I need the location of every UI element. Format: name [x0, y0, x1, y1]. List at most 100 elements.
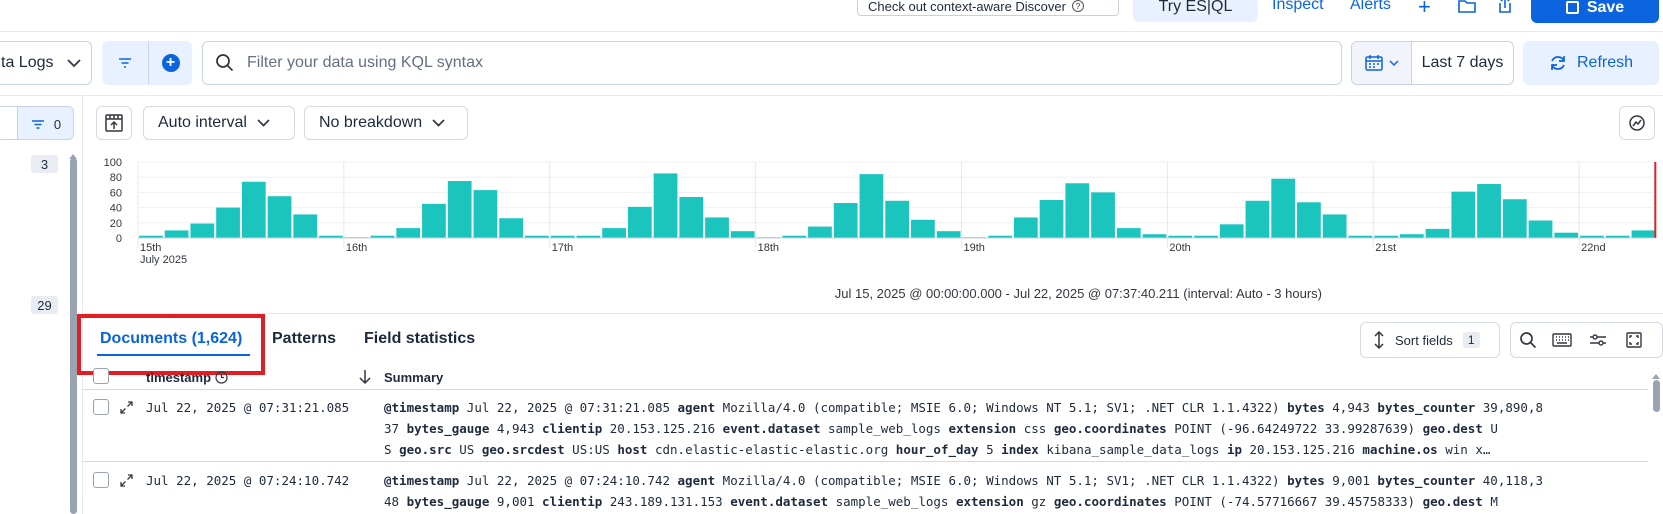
tab-field-statistics[interactable]: Field statistics [364, 330, 476, 347]
tab-patterns[interactable]: Patterns [272, 330, 337, 347]
field-value: 39,890,8 [1482, 400, 1543, 415]
try-esql-button[interactable]: Try ES|QL [1133, 0, 1258, 22]
grid-scrollbar[interactable] [1653, 380, 1660, 412]
expand-row-icon[interactable] [120, 401, 133, 419]
histogram-chart[interactable]: 100 80 60 40 20 0 15th 16th 17th 18th 19th 20th 21st… [90, 150, 1663, 275]
field-key: host [617, 442, 655, 457]
histogram-bar [1245, 200, 1270, 238]
search-icon [1519, 332, 1536, 349]
chart-settings-icon [1629, 115, 1645, 131]
histogram-bar [653, 173, 678, 238]
field-value: M [1490, 494, 1498, 509]
refresh-button[interactable]: Refresh [1523, 41, 1659, 85]
field-key: bytes [1287, 400, 1333, 415]
y-tick-label: 40 [110, 203, 122, 215]
x-tick-label: 19th [963, 242, 984, 254]
sort-fields-label: Sort fields [1395, 332, 1453, 348]
field-key: event.dataset [730, 494, 836, 509]
field-value: 5 [986, 442, 1002, 457]
histogram-bar [1091, 192, 1115, 238]
field-key: hour_of_day [895, 442, 987, 457]
y-tick-label: 80 [110, 172, 122, 184]
scroll-up-arrow[interactable] [69, 146, 77, 159]
row-checkbox[interactable] [93, 399, 109, 415]
field-value: US:US [572, 442, 618, 457]
field-value: S [384, 442, 400, 457]
save-button[interactable]: Save [1531, 0, 1659, 23]
fullscreen-icon [1626, 332, 1642, 348]
histogram-bar [1039, 200, 1064, 238]
histogram-bar [1116, 228, 1141, 238]
quick-menu-button[interactable] [1352, 42, 1412, 84]
field-key: machine.os [1362, 442, 1446, 457]
histogram-bar [1348, 235, 1373, 238]
fullscreen-button[interactable] [1616, 323, 1652, 357]
histogram-bar [550, 235, 575, 238]
field-value: US [459, 442, 482, 457]
refresh-icon [1551, 56, 1565, 70]
keyboard-shortcuts-button[interactable] [1544, 323, 1580, 357]
alerts-link[interactable]: Alerts [1350, 0, 1391, 13]
timestamp-column-header[interactable]: timestamp [146, 370, 228, 385]
open-folder-icon[interactable] [1457, 0, 1477, 19]
histogram-bar [1554, 232, 1579, 238]
date-range-label[interactable]: Last 7 days [1421, 54, 1504, 71]
field-value: 4,943 [1332, 400, 1378, 415]
grid-scroll-up-arrow[interactable] [1652, 366, 1660, 379]
refresh-label: Refresh [1576, 54, 1634, 71]
histogram-bar [1502, 199, 1527, 238]
histogram-bar [988, 235, 1012, 238]
chart-toggle-icon [105, 114, 123, 132]
select-all-checkbox[interactable] [93, 368, 109, 384]
field-key: geo.dest [1422, 421, 1491, 436]
context-aware-discover-button[interactable]: Check out context-aware Discover ? [857, 0, 1119, 16]
chevron-down-icon [1388, 59, 1399, 66]
field-value: css [1023, 421, 1054, 436]
date-picker[interactable]: Last 7 days [1351, 41, 1514, 85]
field-key: geo.src [399, 442, 460, 457]
histogram-bar [422, 203, 446, 238]
field-key: @timestamp [384, 400, 467, 415]
histogram-bar [1631, 230, 1656, 238]
inspect-link[interactable]: Inspect [1272, 0, 1324, 13]
field-filter-count: 0 [53, 116, 62, 132]
interval-dropdown[interactable]: Auto interval [143, 106, 295, 140]
field-value: sample_web_logs [828, 421, 949, 436]
histogram-bar [1451, 191, 1476, 238]
expand-row-icon[interactable] [120, 474, 133, 492]
chart-options-button[interactable] [1619, 106, 1655, 140]
histogram-bar [808, 226, 832, 238]
filter-menu-button[interactable] [102, 41, 148, 85]
row-timestamp: Jul 22, 2025 @ 07:31:21.085 [146, 400, 350, 415]
timestamp-header-label: timestamp [146, 370, 212, 385]
field-key: event.dataset [722, 421, 829, 436]
kql-search-field[interactable]: Filter your data using KQL syntax [202, 41, 1342, 85]
keyboard-icon [1552, 333, 1572, 347]
field-type-filter-button[interactable]: 0 [17, 107, 73, 139]
add-filter-button[interactable]: + [148, 41, 192, 85]
search-button[interactable] [1511, 323, 1544, 357]
row-divider [83, 461, 1648, 462]
y-tick-label: 0 [116, 233, 122, 245]
share-icon[interactable] [1497, 0, 1513, 19]
field-key: bytes_gauge [406, 421, 497, 436]
sort-descending-icon[interactable] [359, 369, 371, 385]
tab-documents[interactable]: Documents (1,624) [100, 330, 243, 347]
histogram-bar [1168, 235, 1193, 238]
row-checkbox[interactable] [93, 472, 109, 488]
toggle-chart-button[interactable] [96, 106, 132, 140]
field-value: POINT (-96.64249722 33.99287639) [1174, 421, 1423, 436]
data-view-selector[interactable]: ta Logs [0, 41, 92, 85]
histogram-bar [396, 228, 421, 238]
field-filter-box[interactable]: 0 [0, 106, 74, 140]
display-settings-button[interactable] [1580, 323, 1616, 357]
sidebar-scrollbar[interactable] [70, 158, 77, 514]
summary-column-header[interactable]: Summary [384, 370, 444, 385]
x-tick-label: 15th [140, 242, 161, 254]
field-value: kibana_sample_data_logs [1046, 442, 1227, 457]
breakdown-dropdown[interactable]: No breakdown [304, 106, 468, 140]
histogram-bar [1477, 184, 1501, 238]
sort-fields-button[interactable]: Sort fields 1 [1360, 322, 1500, 358]
histogram-bar [1065, 183, 1090, 238]
add-icon[interactable]: + [1418, 0, 1431, 19]
